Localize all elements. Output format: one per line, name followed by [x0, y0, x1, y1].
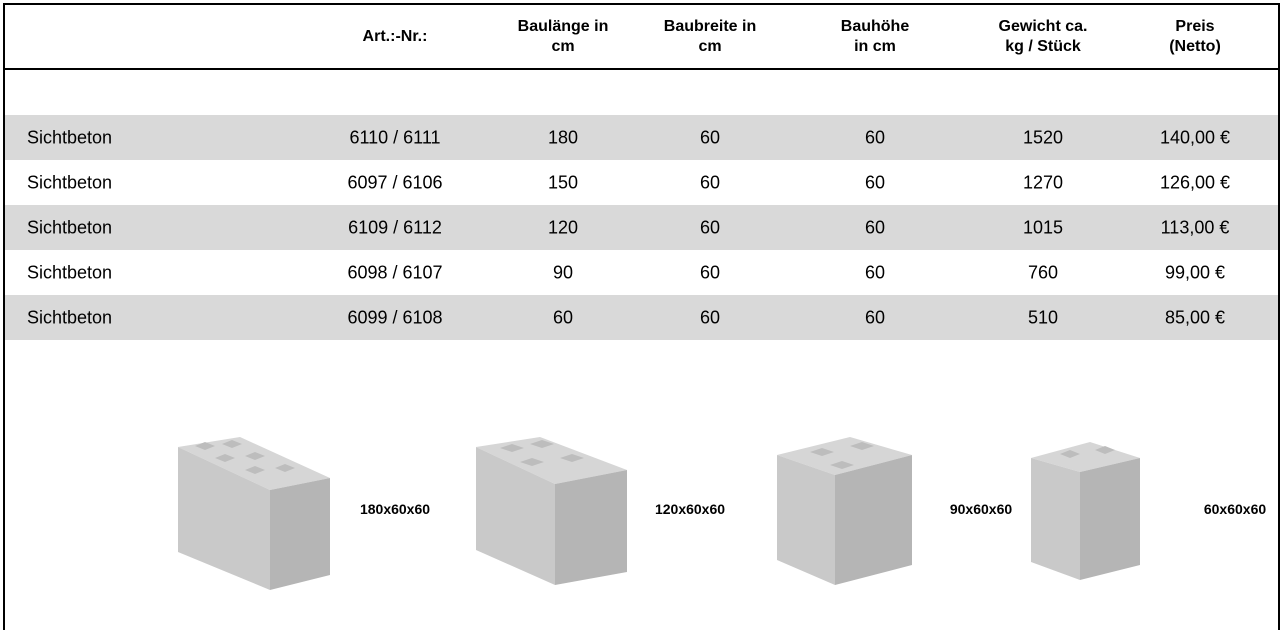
cell: 113,00 € [1160, 217, 1230, 238]
header-rule [3, 68, 1280, 70]
cell: 60 [864, 217, 886, 238]
cell: 60 [699, 307, 721, 328]
header-line: Baulänge in [517, 18, 609, 35]
cell: 85,00 € [1164, 307, 1226, 328]
header-cell: Baulänge in cm [518, 17, 609, 57]
row-shade [5, 295, 1279, 340]
cell: 60 [552, 307, 574, 328]
row-shade [5, 115, 1279, 160]
cell: 60 [864, 172, 886, 193]
cell: 60 [699, 172, 721, 193]
header-cell: Baubreite in cm [664, 17, 756, 57]
cell: 126,00 € [1159, 172, 1231, 193]
block-90 [777, 437, 912, 585]
header-line: Gewicht ca. [998, 18, 1088, 35]
row-shade [5, 205, 1279, 250]
image-label: 60x60x60 [1203, 501, 1267, 517]
block-180 [178, 437, 330, 590]
cell: 60 [864, 307, 886, 328]
row-label: Sichtbeton [27, 172, 113, 193]
cell: 60 [864, 262, 886, 283]
cell: 1270 [1022, 172, 1064, 193]
header-cell: Preis (Netto) [1169, 17, 1221, 57]
cell: 120 [547, 217, 579, 238]
cell: 60 [699, 262, 721, 283]
cell: 6098 / 6107 [347, 262, 443, 283]
header-cell: Gewicht ca. kg / Stück [999, 17, 1088, 57]
table-frame [3, 3, 1280, 630]
header-line: Bauhöhe [840, 18, 910, 35]
block-120 [476, 437, 627, 585]
header-cell: Bauhöhe in cm [841, 17, 909, 57]
cell: 90 [552, 262, 574, 283]
image-label: 180x60x60 [359, 501, 431, 517]
cell: 510 [1027, 307, 1059, 328]
header-line: cm [698, 38, 722, 55]
cell: 760 [1027, 262, 1059, 283]
row-label: Sichtbeton [27, 217, 113, 238]
cell: 6110 / 6111 [349, 127, 441, 148]
cell: 140,00 € [1159, 127, 1231, 148]
cell: 6109 / 6112 [348, 217, 442, 238]
cell: 1015 [1022, 217, 1064, 238]
cell: 6099 / 6108 [347, 307, 443, 328]
header-line: in cm [854, 38, 896, 55]
header-cell: Art.:-Nr.: [363, 27, 428, 47]
block-60 [1031, 442, 1140, 580]
row-label: Sichtbeton [27, 307, 113, 328]
cell: 180 [547, 127, 579, 148]
cell: 6097 / 6106 [347, 172, 443, 193]
cell: 150 [547, 172, 579, 193]
header-line: cm [551, 38, 575, 55]
row-label: Sichtbeton [27, 262, 113, 283]
image-label: 120x60x60 [654, 501, 726, 517]
row-label: Sichtbeton [27, 127, 113, 148]
header-line: (Netto) [1169, 38, 1221, 55]
header-line: Art.:-Nr.: [362, 28, 428, 45]
header-line: Baubreite in [663, 18, 757, 35]
cell: 60 [699, 127, 721, 148]
image-label: 90x60x60 [949, 501, 1013, 517]
header-line: kg / Stück [1005, 38, 1081, 55]
cell: 99,00 € [1164, 262, 1226, 283]
header-line: Preis [1175, 18, 1215, 35]
cell: 60 [864, 127, 886, 148]
cell: 60 [699, 217, 721, 238]
cell: 1520 [1022, 127, 1064, 148]
